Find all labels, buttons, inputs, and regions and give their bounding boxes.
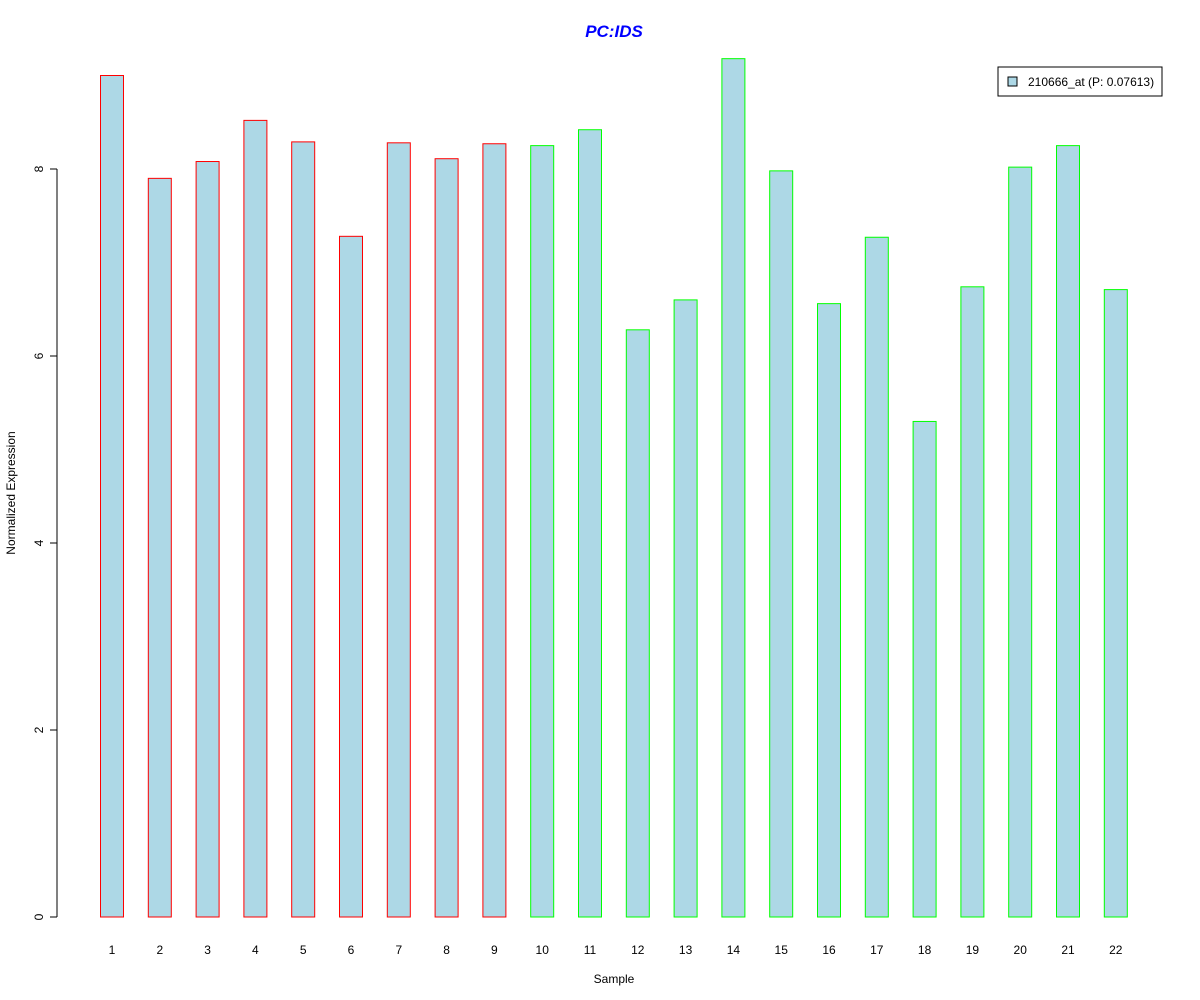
x-tick-label: 13 <box>679 943 693 957</box>
x-tick-label: 5 <box>300 943 307 957</box>
y-tick-label: 6 <box>32 352 46 359</box>
bar-19 <box>960 286 985 918</box>
x-tick-label: 18 <box>918 943 932 957</box>
bar-14 <box>721 58 746 918</box>
x-tick-label: 21 <box>1061 943 1075 957</box>
bar-3 <box>195 161 220 918</box>
y-tick-label: 2 <box>32 726 46 733</box>
legend: 210666_at (P: 0.07613) <box>997 66 1163 97</box>
x-tick-label: 9 <box>491 943 498 957</box>
x-tick-label: 11 <box>584 943 597 957</box>
x-axis-label: Sample <box>594 972 635 986</box>
bar-5 <box>291 141 316 918</box>
x-tick-label: 10 <box>536 943 550 957</box>
bar-18 <box>912 420 937 918</box>
bar-21 <box>1056 145 1080 918</box>
y-axis: 0 2 4 6 8 <box>32 165 58 920</box>
y-tick-label: 8 <box>32 165 46 172</box>
x-tick-label: 8 <box>443 943 450 957</box>
bars-group <box>100 58 1128 918</box>
x-tick-label: 20 <box>1014 943 1028 957</box>
bar-10 <box>530 145 555 918</box>
x-tick-label: 6 <box>348 943 355 957</box>
x-tick-label: 2 <box>156 943 163 957</box>
bar-6 <box>339 235 363 918</box>
bar-7 <box>386 142 411 918</box>
x-tick-label: 12 <box>631 943 645 957</box>
x-tick-label: 17 <box>870 943 884 957</box>
bar-9 <box>482 143 507 918</box>
x-tick-label: 19 <box>966 943 980 957</box>
bar-15 <box>769 170 794 918</box>
bar-16 <box>817 303 841 918</box>
x-tick-label: 16 <box>822 943 836 957</box>
bar-2 <box>147 177 172 918</box>
bar-20 <box>1008 166 1033 918</box>
y-tick-label: 4 <box>32 539 46 546</box>
legend-box <box>997 66 1163 97</box>
bar-1 <box>100 75 124 918</box>
bar-22 <box>1103 289 1128 918</box>
x-tick-label: 15 <box>775 943 789 957</box>
x-tick-label: 14 <box>727 943 741 957</box>
bar-13 <box>673 299 698 918</box>
bar-12 <box>625 329 650 918</box>
y-axis-label: Normalized Expression <box>4 431 18 554</box>
x-tick-label: 22 <box>1109 943 1123 957</box>
x-tick-label: 7 <box>395 943 402 957</box>
bar-8 <box>434 158 459 918</box>
bar-17 <box>864 236 889 918</box>
x-tick-label: 4 <box>252 943 259 957</box>
y-tick-label: 0 <box>32 913 46 920</box>
bar-11 <box>578 129 602 918</box>
x-tick-labels: 1 2 3 4 5 6 7 8 9 10 11 12 13 14 15 16 17 18 19 20 21 22 <box>109 943 1123 957</box>
x-tick-label: 3 <box>204 943 211 957</box>
chart-title: PC:IDS <box>585 22 643 41</box>
bar-4 <box>243 119 268 918</box>
x-tick-label: 1 <box>109 943 116 957</box>
legend-swatch <box>1007 76 1018 87</box>
legend-label: 210666_at (P: 0.07613) <box>1028 75 1154 89</box>
